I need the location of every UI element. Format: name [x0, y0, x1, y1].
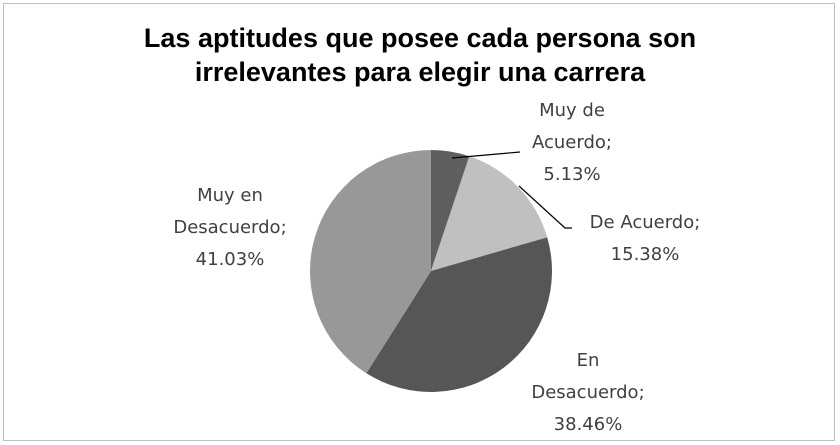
separator: ;: [638, 382, 645, 403]
value-label: 41.03%: [195, 249, 265, 270]
category: Muy de Acuerdo: [532, 100, 606, 153]
chart-title: irrelevantes para elegir una carrera: [195, 57, 646, 87]
separator: ;: [605, 132, 612, 153]
value-label: 5.13%: [543, 164, 601, 185]
pie-slice: [431, 150, 470, 271]
data-label: De Acuerdo; 15.38%: [575, 207, 715, 271]
leader-line: [518, 185, 572, 229]
pie-slice: [366, 237, 552, 393]
data-label: En Desacuerdo; 38.46%: [528, 345, 648, 441]
category: Muy en Desacuerdo: [173, 185, 281, 238]
pie-slice: [431, 156, 548, 271]
value-label: 15.38%: [610, 244, 680, 265]
leader-line: [451, 151, 521, 159]
value-label: 38.46%: [553, 414, 623, 435]
data-label: Muy de Acuerdo; 5.13%: [522, 95, 622, 191]
category: En Desacuerdo: [531, 350, 639, 403]
chart-title: Las aptitudes que posee cada persona son: [144, 23, 696, 53]
data-label: Muy en Desacuerdo; 41.03%: [170, 180, 290, 276]
pie-slice: [309, 150, 431, 374]
category: De Acuerdo: [589, 212, 695, 233]
chart-frame: [3, 3, 835, 441]
separator: ;: [280, 217, 287, 238]
separator: ;: [694, 212, 701, 233]
pie: [309, 150, 552, 393]
